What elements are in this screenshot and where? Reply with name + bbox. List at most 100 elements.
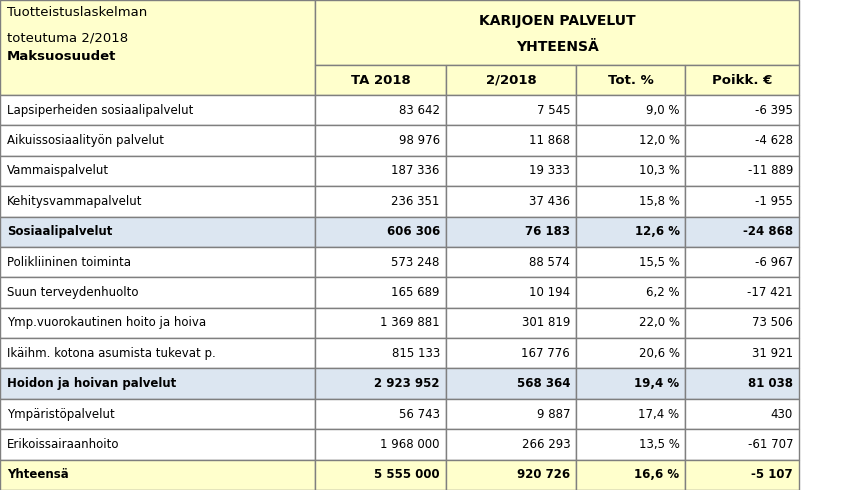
Bar xyxy=(446,186,576,217)
Text: 301 819: 301 819 xyxy=(521,317,570,329)
Text: -6 395: -6 395 xyxy=(755,104,793,117)
Text: -61 707: -61 707 xyxy=(748,438,793,451)
Bar xyxy=(576,399,685,429)
Text: 1 369 881: 1 369 881 xyxy=(380,317,440,329)
Bar xyxy=(0,0,315,95)
Text: 37 436: 37 436 xyxy=(529,195,570,208)
Bar xyxy=(0,186,315,217)
Text: 11 868: 11 868 xyxy=(529,134,570,147)
Bar xyxy=(685,308,799,338)
Bar xyxy=(0,125,315,156)
Bar xyxy=(685,429,799,460)
Bar xyxy=(685,399,799,429)
Bar xyxy=(0,460,315,490)
Text: -4 628: -4 628 xyxy=(755,134,793,147)
Bar xyxy=(315,186,446,217)
Text: Yhteensä: Yhteensä xyxy=(7,468,68,481)
Bar xyxy=(576,429,685,460)
Text: Sosiaalipalvelut: Sosiaalipalvelut xyxy=(7,225,112,238)
Text: 5 555 000: 5 555 000 xyxy=(374,468,440,481)
Bar xyxy=(446,338,576,368)
Text: KARIJOEN PALVELUT: KARIJOEN PALVELUT xyxy=(479,14,636,28)
Text: 9,0 %: 9,0 % xyxy=(646,104,680,117)
Bar xyxy=(685,247,799,277)
Text: 12,6 %: 12,6 % xyxy=(634,225,680,238)
Bar xyxy=(685,338,799,368)
Text: 568 364: 568 364 xyxy=(516,377,570,390)
Bar xyxy=(446,460,576,490)
Text: 19,4 %: 19,4 % xyxy=(634,377,680,390)
Bar xyxy=(576,460,685,490)
Text: -17 421: -17 421 xyxy=(748,286,793,299)
Bar xyxy=(576,186,685,217)
Text: 13,5 %: 13,5 % xyxy=(638,438,680,451)
Bar xyxy=(0,277,315,308)
Bar xyxy=(315,65,446,95)
Text: 16,6 %: 16,6 % xyxy=(634,468,680,481)
Bar xyxy=(315,368,446,399)
Text: 1 968 000: 1 968 000 xyxy=(380,438,440,451)
Text: -6 967: -6 967 xyxy=(755,256,793,269)
Text: Hoidon ja hoivan palvelut: Hoidon ja hoivan palvelut xyxy=(7,377,176,390)
Bar xyxy=(685,65,799,95)
Bar xyxy=(315,308,446,338)
Bar xyxy=(685,95,799,125)
Text: Kehitysvammapalvelut: Kehitysvammapalvelut xyxy=(7,195,142,208)
Bar xyxy=(0,95,315,125)
Bar xyxy=(685,460,799,490)
Text: 920 726: 920 726 xyxy=(517,468,570,481)
Bar xyxy=(0,429,315,460)
Text: 236 351: 236 351 xyxy=(391,195,440,208)
Text: 81 038: 81 038 xyxy=(748,377,793,390)
Bar xyxy=(576,65,685,95)
Bar xyxy=(576,277,685,308)
Bar xyxy=(446,65,576,95)
Bar xyxy=(685,156,799,186)
Bar xyxy=(315,217,446,247)
Text: -24 868: -24 868 xyxy=(743,225,793,238)
Text: Erikoissairaanhoito: Erikoissairaanhoito xyxy=(7,438,119,451)
Text: 98 976: 98 976 xyxy=(399,134,440,147)
Bar xyxy=(0,399,315,429)
Bar xyxy=(576,156,685,186)
Bar xyxy=(315,460,446,490)
Text: Vammaispalvelut: Vammaispalvelut xyxy=(7,165,108,177)
Text: Polikliininen toiminta: Polikliininen toiminta xyxy=(7,256,130,269)
Text: 10,3 %: 10,3 % xyxy=(638,165,680,177)
Bar xyxy=(0,368,315,399)
Text: -11 889: -11 889 xyxy=(748,165,793,177)
Bar xyxy=(576,125,685,156)
Text: 187 336: 187 336 xyxy=(391,165,440,177)
Text: Poikk. €: Poikk. € xyxy=(712,74,772,87)
Text: Ymp.vuorokautinen hoito ja hoiva: Ymp.vuorokautinen hoito ja hoiva xyxy=(7,317,206,329)
Text: 56 743: 56 743 xyxy=(399,408,440,420)
Text: 17,4 %: 17,4 % xyxy=(638,408,680,420)
Text: 167 776: 167 776 xyxy=(521,347,570,360)
Bar xyxy=(0,338,315,368)
Text: 6,2 %: 6,2 % xyxy=(646,286,680,299)
Bar xyxy=(315,0,799,65)
Text: YHTEENSÄ: YHTEENSÄ xyxy=(516,40,599,54)
Bar xyxy=(685,217,799,247)
Bar xyxy=(576,247,685,277)
Bar xyxy=(576,338,685,368)
Bar xyxy=(685,277,799,308)
Bar xyxy=(0,308,315,338)
Text: 73 506: 73 506 xyxy=(752,317,793,329)
Bar xyxy=(0,156,315,186)
Bar xyxy=(685,186,799,217)
Text: Maksuosuudet: Maksuosuudet xyxy=(7,50,116,63)
Text: Lapsiperheiden sosiaalipalvelut: Lapsiperheiden sosiaalipalvelut xyxy=(7,104,193,117)
Bar xyxy=(576,95,685,125)
Bar xyxy=(446,368,576,399)
Bar xyxy=(446,156,576,186)
Bar xyxy=(446,247,576,277)
Bar xyxy=(446,277,576,308)
Bar xyxy=(576,368,685,399)
Text: 88 574: 88 574 xyxy=(529,256,570,269)
Text: 15,5 %: 15,5 % xyxy=(638,256,680,269)
Text: 430: 430 xyxy=(771,408,793,420)
Text: Suun terveydenhuolto: Suun terveydenhuolto xyxy=(7,286,138,299)
Bar xyxy=(576,217,685,247)
Text: -5 107: -5 107 xyxy=(752,468,793,481)
